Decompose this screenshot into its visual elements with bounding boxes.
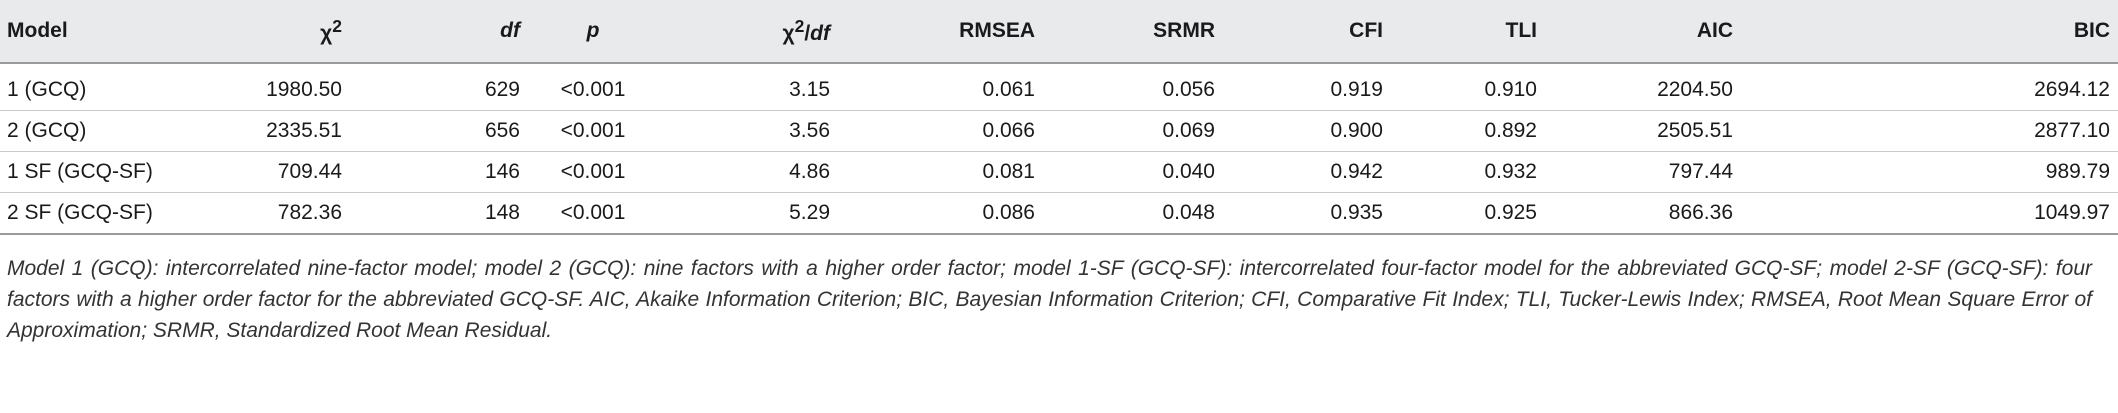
cell-df: 656: [350, 110, 528, 152]
cell-chi2df: 5.29: [658, 192, 838, 235]
cell-aic: 2204.50: [1545, 63, 1741, 111]
fit-indices-table: Model χ2 df p χ2/df RMSEA SRMR CFI TLI A…: [0, 0, 2118, 235]
cell-p: <0.001: [528, 192, 658, 235]
header-chi-square-df: χ2/df: [658, 0, 838, 64]
table-row: 2 (GCQ) 2335.51 656 <0.001 3.56 0.066 0.…: [0, 110, 2118, 152]
cell-rmsea: 0.086: [838, 192, 1043, 235]
cell-srmr: 0.069: [1043, 110, 1223, 152]
cell-model: 1 SF (GCQ-SF): [0, 151, 200, 193]
header-p: p: [528, 0, 658, 64]
table-body: 1 (GCQ) 1980.50 629 <0.001 3.15 0.061 0.…: [0, 63, 2118, 235]
cell-p: <0.001: [528, 110, 658, 152]
cell-p: <0.001: [528, 63, 658, 111]
cell-chi2df: 3.56: [658, 110, 838, 152]
cell-cfi: 0.900: [1223, 110, 1391, 152]
cell-srmr: 0.040: [1043, 151, 1223, 193]
cell-chi2df: 3.15: [658, 63, 838, 111]
cell-tli: 0.925: [1391, 192, 1545, 235]
cell-rmsea: 0.061: [838, 63, 1043, 111]
cell-df: 146: [350, 151, 528, 193]
cell-model: 2 SF (GCQ-SF): [0, 192, 200, 235]
cell-rmsea: 0.081: [838, 151, 1043, 193]
header-df: df: [350, 0, 528, 64]
header-cfi: CFI: [1223, 0, 1391, 64]
cell-srmr: 0.048: [1043, 192, 1223, 235]
header-srmr: SRMR: [1043, 0, 1223, 64]
cell-bic: 1049.97: [1741, 192, 2118, 235]
header-aic: AIC: [1545, 0, 1741, 64]
cell-aic: 797.44: [1545, 151, 1741, 193]
cell-cfi: 0.935: [1223, 192, 1391, 235]
table-header: Model χ2 df p χ2/df RMSEA SRMR CFI TLI A…: [0, 0, 2118, 64]
cell-p: <0.001: [528, 151, 658, 193]
cell-df: 629: [350, 63, 528, 111]
cell-cfi: 0.919: [1223, 63, 1391, 111]
cell-model: 1 (GCQ): [0, 63, 200, 111]
cell-bic: 2877.10: [1741, 110, 2118, 152]
table-row: 1 SF (GCQ-SF) 709.44 146 <0.001 4.86 0.0…: [0, 151, 2118, 193]
cell-model: 2 (GCQ): [0, 110, 200, 152]
cell-aic: 2505.51: [1545, 110, 1741, 152]
cell-srmr: 0.056: [1043, 63, 1223, 111]
cell-tli: 0.932: [1391, 151, 1545, 193]
table-row: 2 SF (GCQ-SF) 782.36 148 <0.001 5.29 0.0…: [0, 192, 2118, 235]
header-tli: TLI: [1391, 0, 1545, 64]
cell-bic: 989.79: [1741, 151, 2118, 193]
cell-chi2: 1980.50: [200, 63, 350, 111]
header-rmsea: RMSEA: [838, 0, 1043, 64]
cell-aic: 866.36: [1545, 192, 1741, 235]
fit-indices-table-container: Model χ2 df p χ2/df RMSEA SRMR CFI TLI A…: [0, 0, 2118, 342]
table-row: 1 (GCQ) 1980.50 629 <0.001 3.15 0.061 0.…: [0, 63, 2118, 111]
cell-rmsea: 0.066: [838, 110, 1043, 152]
header-row: Model χ2 df p χ2/df RMSEA SRMR CFI TLI A…: [0, 0, 2118, 64]
cell-bic: 2694.12: [1741, 63, 2118, 111]
cell-chi2: 2335.51: [200, 110, 350, 152]
cell-tli: 0.892: [1391, 110, 1545, 152]
header-chi-square: χ2: [200, 0, 350, 64]
header-model: Model: [0, 0, 200, 64]
cell-cfi: 0.942: [1223, 151, 1391, 193]
cell-chi2: 709.44: [200, 151, 350, 193]
header-bic: BIC: [1741, 0, 2118, 64]
cell-tli: 0.910: [1391, 63, 1545, 111]
cell-df: 148: [350, 192, 528, 235]
cell-chi2df: 4.86: [658, 151, 838, 193]
table-footnote: Model 1 (GCQ): intercorrelated nine-fact…: [7, 257, 2092, 342]
cell-chi2: 782.36: [200, 192, 350, 235]
